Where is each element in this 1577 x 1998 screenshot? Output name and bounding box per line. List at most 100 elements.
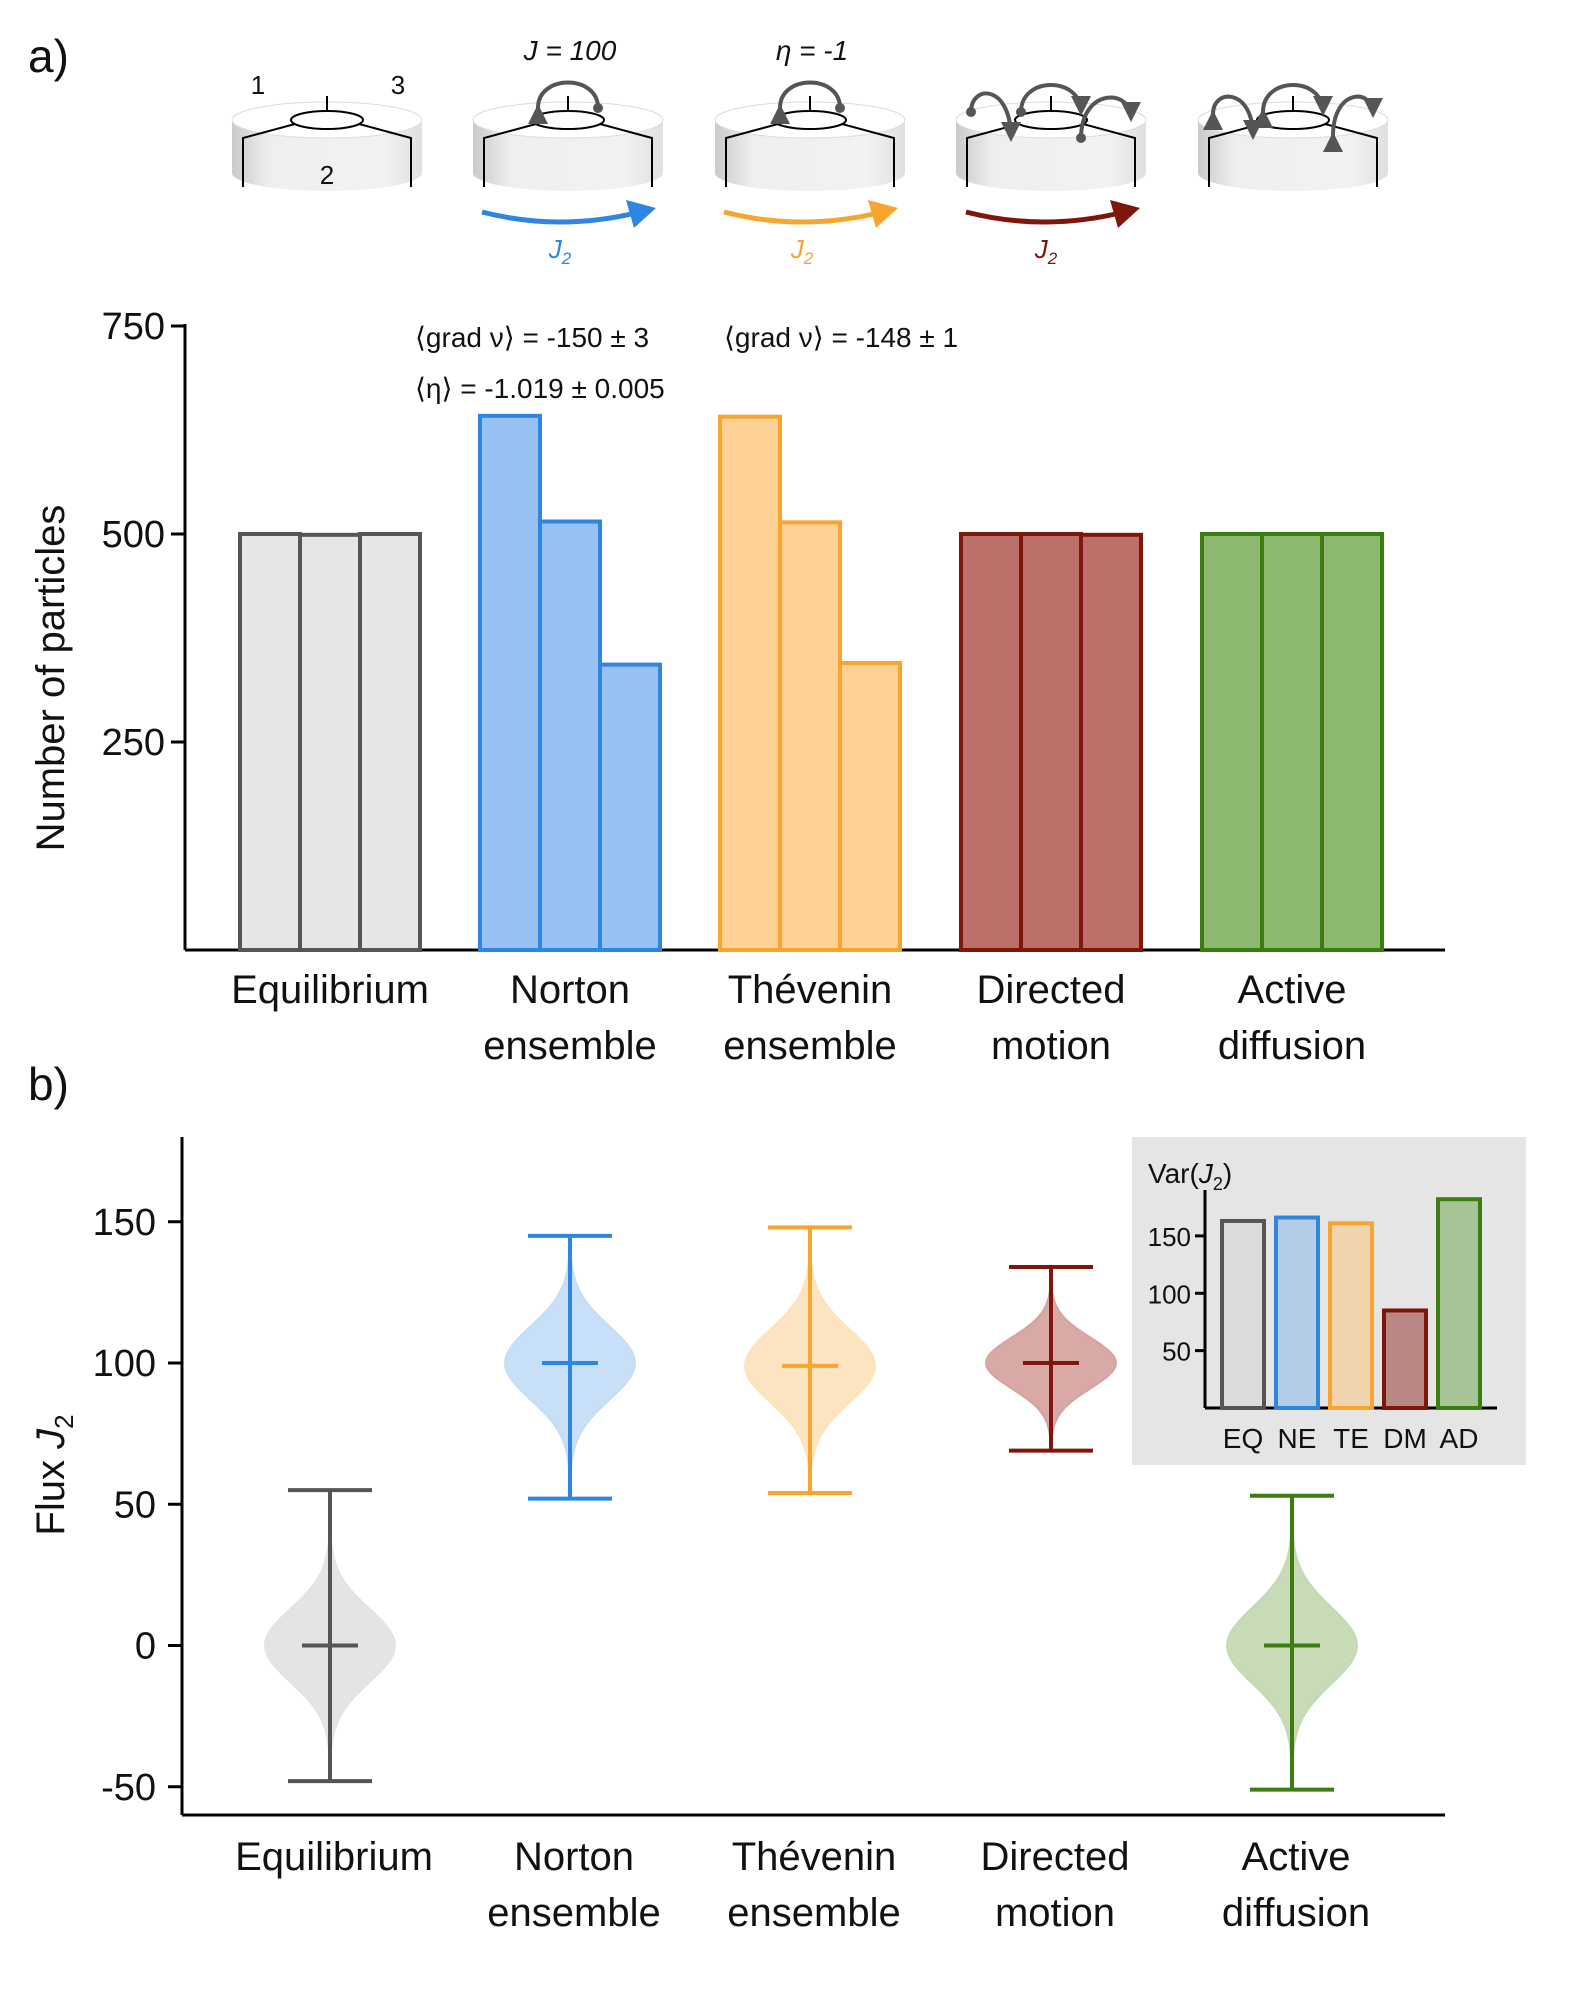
bar (838, 660, 902, 953)
bar (238, 532, 302, 952)
cylinder-dividers (242, 96, 412, 187)
x-tick-label: Equilibrium (231, 968, 429, 1012)
x-tick-label: ensemble (727, 1891, 900, 1935)
bar (1200, 532, 1264, 952)
x-tick-label: Directed (977, 968, 1126, 1012)
violin-group (503, 1233, 637, 1501)
panel-b-label: b) (28, 1058, 69, 1110)
bar (1019, 532, 1083, 952)
inset-bar (1328, 1221, 1374, 1410)
hop-arrow-icon (1019, 83, 1091, 116)
inset-variance-chart: Var(J2) 50 100 150 EQ NE TE DM AD (1148, 1158, 1497, 1454)
violin-chart-flux: -50 0 50 100 150 Flux J2 Equilibrium Norton ense… (29, 1137, 1445, 1935)
inset-title: Var(J2) (1148, 1158, 1232, 1194)
x-tick-label: diffusion (1222, 1891, 1370, 1935)
inset-y-tick-label: 100 (1148, 1279, 1191, 1309)
hop-dot (966, 107, 976, 117)
inset-bar (1220, 1218, 1266, 1411)
flux-label: J2 (1034, 234, 1058, 268)
hop-dot (1016, 107, 1026, 117)
bar (538, 519, 602, 953)
bar-group (478, 413, 662, 953)
inset-bar (1382, 1308, 1428, 1410)
bar-chart-particles: 250 500 750 Number of particles Equilibrium N… (29, 306, 1445, 1068)
inset-y-tick-label: 150 (1148, 1222, 1191, 1252)
cylinder-side (232, 120, 422, 191)
y-tick-label: 250 (102, 722, 165, 764)
flux-label: J2 (790, 234, 814, 268)
cylinder-dividers (483, 96, 653, 187)
inset-x-tick-label: EQ (1223, 1423, 1263, 1454)
inset-y-tick-label: 50 (1162, 1337, 1191, 1367)
flux-arrow-norton: J2 (481, 200, 656, 268)
pump-dot (835, 103, 845, 113)
cylinder-side (715, 120, 905, 191)
x-tick-label: Active (1238, 968, 1347, 1012)
flux-arrow-icon (481, 209, 641, 225)
violin-group (263, 1488, 397, 1784)
x-tick-label: Equilibrium (235, 1835, 433, 1879)
cylinder-side (473, 120, 663, 191)
double-arrow-icon (1202, 94, 1263, 140)
flux-arrow-directed: J2 (965, 200, 1140, 268)
flux-arrowhead (868, 200, 898, 228)
x-tick-label: Active (1242, 1835, 1351, 1879)
region-1-label: 1 (251, 70, 265, 100)
eta-equals-label: η = -1 (776, 35, 848, 66)
pump-arrow-icon (769, 80, 842, 125)
y-tick-label: -50 (101, 1767, 156, 1809)
norton-eta-annotation: ⟨η⟩ = -1.019 ± 0.005 (415, 373, 665, 404)
cylinder-active (1197, 83, 1389, 191)
cylinder-norton (472, 80, 664, 191)
y-tick-label: 100 (93, 1343, 156, 1385)
x-tick-label: ensemble (483, 1024, 656, 1068)
region-3-label: 3 (391, 70, 405, 100)
violin-group (1226, 1493, 1358, 1792)
violin-group (985, 1264, 1117, 1453)
double-arrow-icon (1252, 83, 1333, 129)
bar (778, 520, 842, 952)
inset-bar (1436, 1197, 1482, 1411)
panel-a-label: a) (28, 30, 69, 82)
double-arrow-icon (1322, 94, 1383, 153)
cylinder-dividers (725, 96, 895, 187)
cylinder-hole (1014, 110, 1088, 130)
bar-group (959, 532, 1143, 952)
x-tick-label: Norton (514, 1835, 634, 1879)
region-2-label: 2 (320, 160, 334, 190)
cylinder-hole (531, 110, 605, 130)
y-tick-label: 750 (102, 306, 165, 348)
bar (478, 413, 542, 952)
flux-arrowhead (1110, 200, 1140, 228)
x-tick-label: Norton (510, 968, 630, 1012)
x-tick-label: diffusion (1218, 1024, 1366, 1068)
violin-group (743, 1225, 877, 1495)
y-axis-title: Number of particles (29, 505, 73, 852)
bar (298, 532, 362, 952)
bar (718, 414, 782, 952)
inset-x-tick-label: NE (1278, 1423, 1317, 1454)
x-tick-label: ensemble (487, 1891, 660, 1935)
inset-x-tick-label: DM (1383, 1423, 1427, 1454)
cylinder-directed (955, 83, 1147, 191)
norton-grad-annotation: ⟨grad ν⟩ = -150 ± 3 (415, 322, 649, 353)
inset-x-tick-label: AD (1440, 1423, 1479, 1454)
bar-group (718, 414, 902, 953)
j-equals-label: J = 100 (523, 35, 617, 66)
x-tick-label: Directed (981, 1835, 1130, 1879)
hop-dot (1076, 133, 1086, 143)
cylinder-hole (773, 110, 847, 130)
inset-bar (1274, 1215, 1320, 1411)
bar (959, 532, 1023, 952)
pump-arrow-icon (527, 80, 600, 125)
hop-arrow-icon (1079, 95, 1141, 139)
y-tick-label: 50 (114, 1484, 156, 1526)
bar (598, 662, 662, 953)
schematics: 1 2 3 J = 100 η = -1 (231, 35, 1389, 268)
pump-dot (593, 103, 603, 113)
y-axis-title: Flux J2 (29, 1414, 79, 1535)
cylinder-hole (290, 110, 364, 130)
flux-arrow-thevenin: J2 (723, 200, 898, 268)
x-tick-label: ensemble (723, 1024, 896, 1068)
